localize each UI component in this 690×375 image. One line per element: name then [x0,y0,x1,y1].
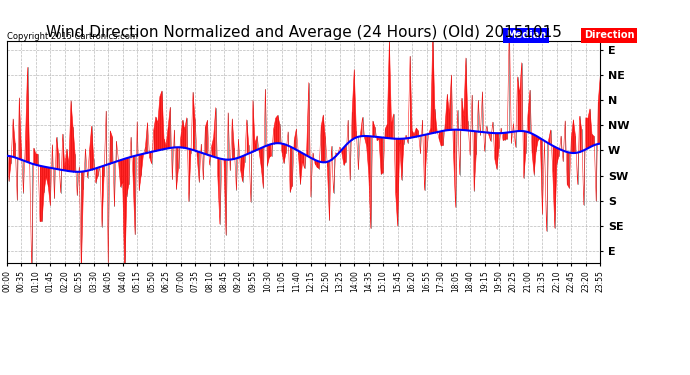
Text: Copyright 2015 Cartronics.com: Copyright 2015 Cartronics.com [7,32,138,41]
Title: Wind Direction Normalized and Average (24 Hours) (Old) 20151015: Wind Direction Normalized and Average (2… [46,25,562,40]
Text: Median: Median [506,30,546,40]
Text: Direction: Direction [584,30,634,40]
